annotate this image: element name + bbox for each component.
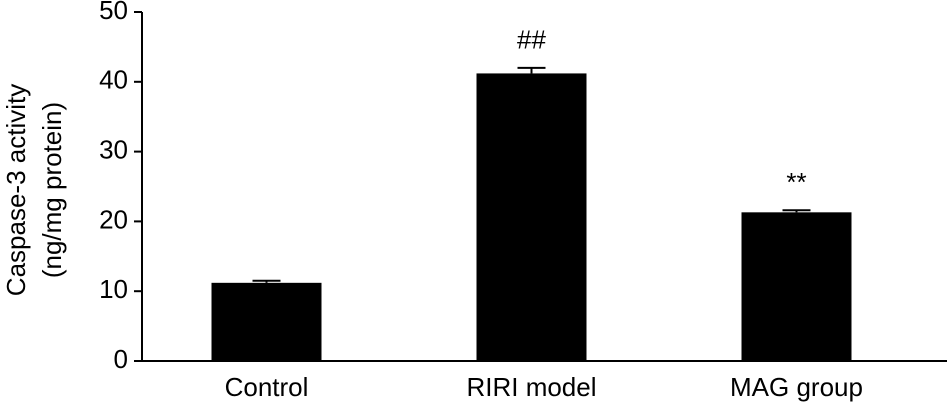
y-tick-label: 10 xyxy=(99,274,128,304)
annotation: ** xyxy=(786,167,806,197)
y-tick-label: 30 xyxy=(99,134,128,164)
y-axis-label: Caspase-3 activity xyxy=(1,84,31,296)
bar xyxy=(476,73,587,361)
y-tick-label: 20 xyxy=(99,204,128,234)
annotation: ## xyxy=(517,25,546,55)
y-tick-label: 50 xyxy=(99,0,128,25)
y-axis-label: (ng/mg protein) xyxy=(37,102,67,278)
x-tick-label: Control xyxy=(225,372,309,402)
x-tick-label: MAG group xyxy=(730,372,863,402)
x-tick-label: RIRI model xyxy=(466,372,596,402)
bar xyxy=(211,282,322,361)
bar xyxy=(741,212,852,361)
y-tick-label: 0 xyxy=(114,344,128,374)
y-tick-label: 40 xyxy=(99,65,128,95)
